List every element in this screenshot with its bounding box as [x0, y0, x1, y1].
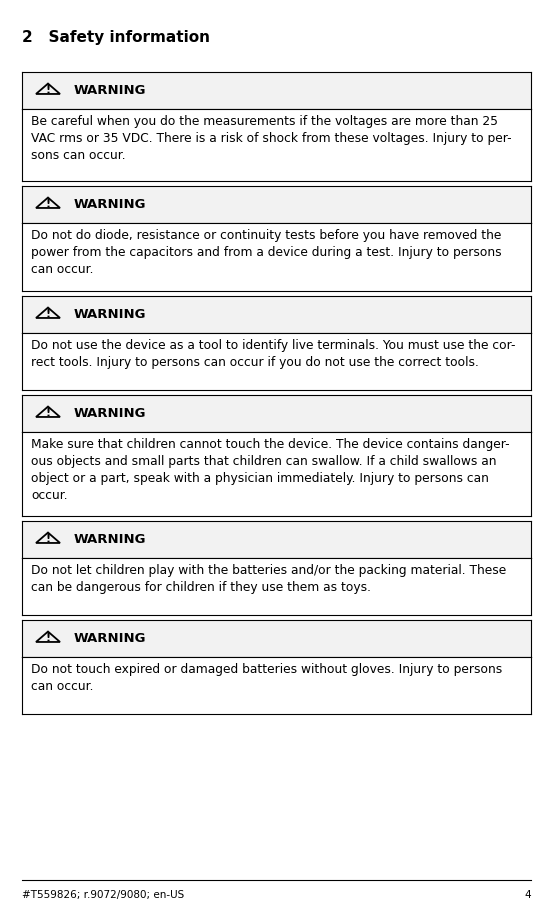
Text: !: !: [45, 309, 50, 319]
Text: Do not let children play with the batteries and/or the packing material. These
c: Do not let children play with the batter…: [31, 564, 506, 594]
Text: WARNING: WARNING: [74, 407, 147, 420]
Text: !: !: [45, 633, 50, 643]
Text: WARNING: WARNING: [74, 84, 147, 97]
Text: !: !: [45, 199, 50, 209]
Text: 2   Safety information: 2 Safety information: [22, 30, 210, 45]
Text: Do not touch expired or damaged batteries without gloves. Injury to persons
can : Do not touch expired or damaged batterie…: [31, 663, 502, 693]
Text: Be careful when you do the measurements if the voltages are more than 25
VAC rms: Be careful when you do the measurements …: [31, 115, 512, 162]
Text: !: !: [45, 409, 50, 419]
Text: WARNING: WARNING: [74, 198, 147, 211]
Text: Do not use the device as a tool to identify live terminals. You must use the cor: Do not use the device as a tool to ident…: [31, 339, 515, 369]
Text: !: !: [45, 86, 50, 96]
Text: Make sure that children cannot touch the device. The device contains danger-
ous: Make sure that children cannot touch the…: [31, 438, 510, 502]
Text: !: !: [45, 534, 50, 544]
Text: Do not do diode, resistance or continuity tests before you have removed the
powe: Do not do diode, resistance or continuit…: [31, 229, 502, 276]
Text: 4: 4: [524, 890, 531, 900]
Text: WARNING: WARNING: [74, 533, 147, 546]
Text: WARNING: WARNING: [74, 632, 147, 645]
Text: #T559826; r.9072/9080; en-US: #T559826; r.9072/9080; en-US: [22, 890, 184, 900]
Text: WARNING: WARNING: [74, 308, 147, 321]
